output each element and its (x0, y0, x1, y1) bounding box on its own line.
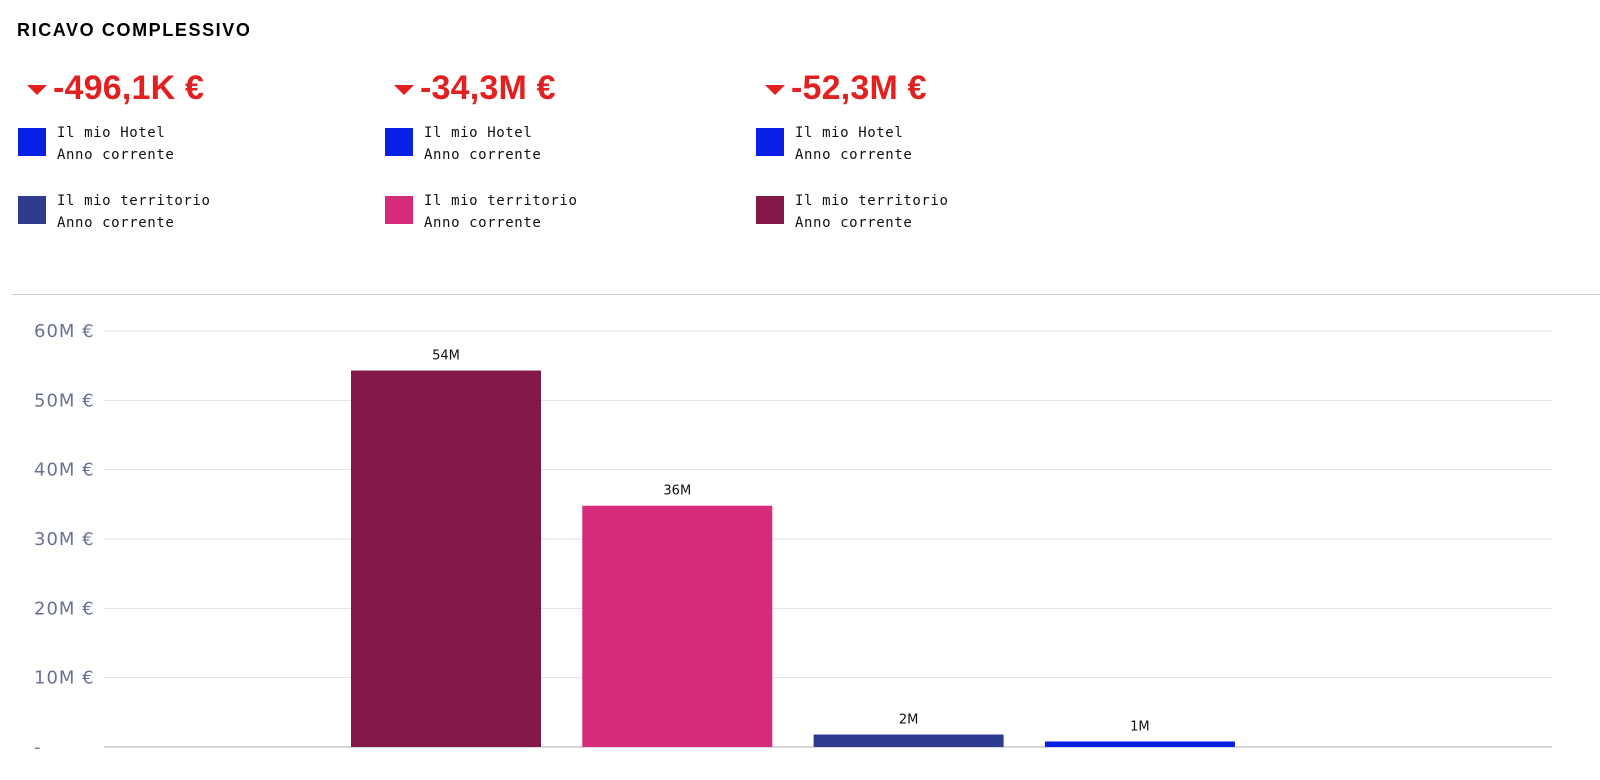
legend-line-1: Il mio territorio (424, 193, 578, 209)
legend-swatch (385, 128, 413, 156)
legend-text: Il mio Hotel Anno corrente (424, 122, 541, 166)
legend-item-hotel: Il mio Hotel Anno corrente (384, 122, 724, 166)
kpi-group-1: -496,1K € Il mio Hotel Anno corrente Il … (17, 66, 357, 234)
legend-line-2: Anno corrente (424, 147, 542, 163)
legend-line-2: Anno corrente (795, 147, 913, 163)
legend-item-territory: Il mio territorio Anno corrente (17, 190, 357, 234)
legend-line-2: Anno corrente (795, 215, 913, 231)
kpi-value-row: -496,1K € (17, 66, 357, 110)
legend-line-2: Anno corrente (424, 215, 542, 231)
kpi-value: -52,3M € (791, 68, 927, 107)
bar (1044, 741, 1235, 747)
y-tick-label: 30M € (34, 529, 95, 550)
trend-down-icon (765, 85, 785, 95)
chart-title: RICAVO COMPLESSIVO (17, 20, 252, 40)
y-tick-label: 20M € (34, 598, 95, 619)
trend-down-icon (394, 85, 414, 95)
legend-line-1: Il mio Hotel (424, 125, 533, 141)
y-tick-label: 10M € (34, 668, 95, 689)
y-tick-label: 40M € (34, 460, 95, 481)
bar-data-label: 1M (1130, 719, 1150, 734)
legend-text: Il mio Hotel Anno corrente (57, 122, 174, 166)
legend-text: Il mio Hotel Anno corrente (795, 122, 912, 166)
bar-data-label: 36M (663, 484, 691, 499)
kpi-value: -496,1K € (53, 68, 205, 107)
bar (351, 370, 541, 747)
y-tick-label: 60M € (34, 321, 95, 342)
legend-swatch (756, 128, 784, 156)
legend-text: Il mio territorio Anno corrente (424, 190, 578, 234)
legend-item-hotel: Il mio Hotel Anno corrente (17, 122, 357, 166)
y-tick-label: 50M € (34, 390, 95, 411)
legend-line-1: Il mio territorio (57, 193, 211, 209)
legend-text: Il mio territorio Anno corrente (57, 190, 211, 234)
bar-data-label: 2M (899, 713, 919, 728)
legend-line-2: Anno corrente (57, 147, 175, 163)
kpi-value-row: -34,3M € (384, 66, 724, 110)
legend-text: Il mio territorio Anno corrente (795, 190, 949, 234)
legend-swatch (756, 196, 784, 224)
kpi-group-3: -52,3M € Il mio Hotel Anno corrente Il m… (755, 66, 1095, 234)
legend-line-1: Il mio Hotel (57, 125, 166, 141)
legend-item-territory: Il mio territorio Anno corrente (755, 190, 1095, 234)
legend-item-hotel: Il mio Hotel Anno corrente (755, 122, 1095, 166)
trend-down-icon (27, 85, 47, 95)
y-tick-label: - (34, 737, 42, 758)
legend-swatch (18, 128, 46, 156)
legend-line-1: Il mio territorio (795, 193, 949, 209)
kpi-group-2: -34,3M € Il mio Hotel Anno corrente Il m… (384, 66, 724, 234)
bar (582, 505, 773, 747)
section-divider (12, 294, 1600, 295)
legend-swatch (18, 196, 46, 224)
kpi-value-row: -52,3M € (755, 66, 1095, 110)
legend-line-2: Anno corrente (57, 215, 175, 231)
legend-swatch (385, 196, 413, 224)
legend-line-1: Il mio Hotel (795, 125, 904, 141)
bar (813, 734, 1004, 747)
legend-item-territory: Il mio territorio Anno corrente (384, 190, 724, 234)
kpi-value: -34,3M € (420, 68, 556, 107)
bar-data-label: 54M (432, 349, 460, 364)
